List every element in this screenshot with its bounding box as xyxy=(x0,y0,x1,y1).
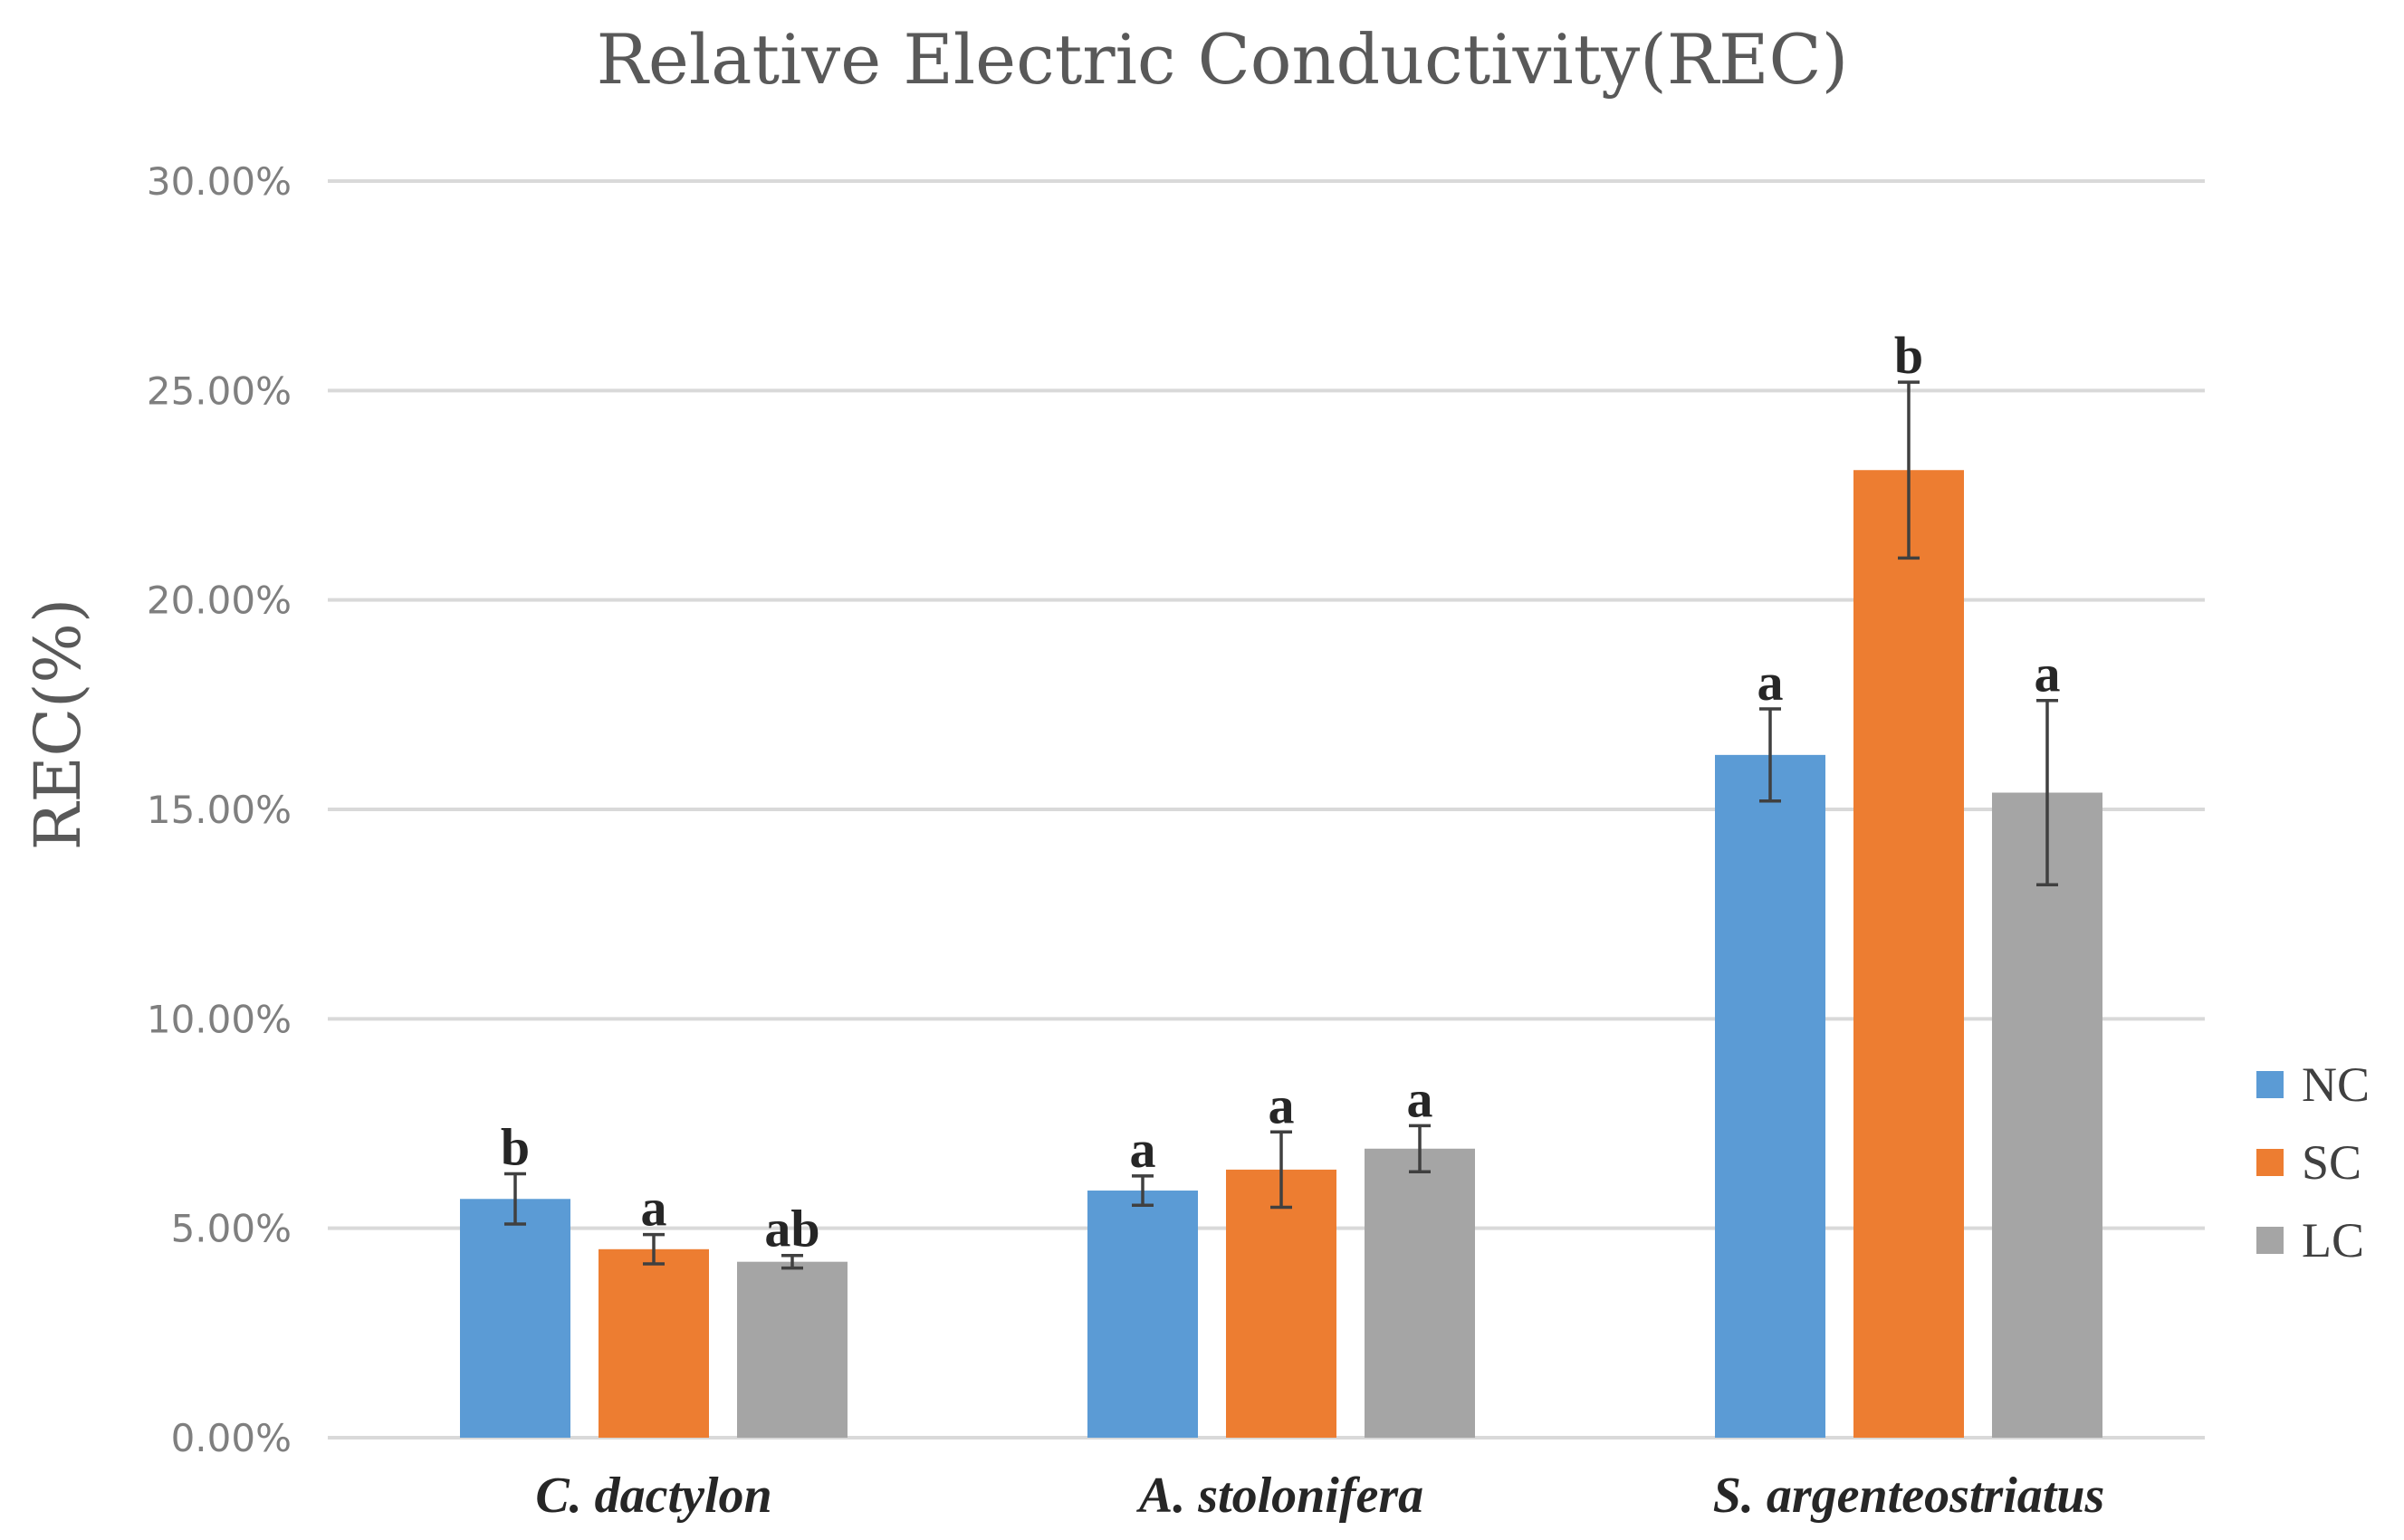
error-bar-lc-s-argenteostriatus xyxy=(2036,698,2058,887)
error-bar-nc-c-dactylon xyxy=(504,1172,526,1226)
sig-label-sc-s-argenteostriatus: b xyxy=(1894,326,1923,385)
bar-nc-c-dactylon xyxy=(460,1199,570,1438)
legend: NC SC LC xyxy=(2256,1057,2370,1267)
error-bar-nc-s-argenteostriatus xyxy=(1759,707,1781,803)
y-tick-label-6: 30.00% xyxy=(147,159,292,204)
sig-label-nc-s-argenteostriatus: a xyxy=(1758,653,1784,712)
bar-lc-s-argenteostriatus xyxy=(1992,792,2102,1438)
legend-label-lc: LC xyxy=(2302,1213,2364,1267)
error-bar-sc-a-stolonifera xyxy=(1270,1130,1292,1210)
error-bar-sc-c-dactylon xyxy=(643,1232,665,1266)
bar-nc-a-stolonifera xyxy=(1087,1191,1198,1438)
bars xyxy=(460,470,2102,1438)
error-bar-lc-a-stolonifera xyxy=(1409,1124,1431,1173)
error-bar-nc-a-stolonifera xyxy=(1132,1174,1154,1207)
sig-label-sc-a-stolonifera: a xyxy=(1269,1076,1295,1134)
error-bar-sc-s-argenteostriatus xyxy=(1898,380,1920,560)
y-tick-label-4: 20.00% xyxy=(147,579,292,623)
sig-label-lc-a-stolonifera: a xyxy=(1407,1069,1433,1128)
sig-label-nc-a-stolonifera: a xyxy=(1130,1120,1156,1179)
bar-sc-a-stolonifera xyxy=(1226,1169,1336,1438)
bar-nc-s-argenteostriatus xyxy=(1715,754,1825,1438)
legend-swatch-sc xyxy=(2256,1149,2284,1176)
legend-swatch-lc xyxy=(2256,1227,2284,1254)
y-tick-label-5: 25.00% xyxy=(147,368,292,413)
y-axis-label: REC(%) xyxy=(21,598,95,851)
error-bar-lc-c-dactylon xyxy=(781,1253,803,1270)
chart-title: Relative Electric Conductivity(REC) xyxy=(597,19,1849,100)
x-tick-label-s-argenteostriatus: S. argenteostriatus xyxy=(1713,1468,2105,1524)
x-tick-label-c-dactylon: C. dactylon xyxy=(535,1468,771,1524)
sig-label-sc-c-dactylon: a xyxy=(641,1179,667,1238)
y-tick-label-1: 5.00% xyxy=(171,1207,292,1251)
bar-lc-a-stolonifera xyxy=(1365,1148,1475,1438)
y-tick-label-2: 10.00% xyxy=(147,997,292,1041)
legend-label-sc: SC xyxy=(2302,1135,2361,1190)
y-axis-ticks: 0.00% 5.00% 10.00% 15.00% 20.00% 25.00% 30.00% xyxy=(147,159,292,1460)
error-bars xyxy=(504,380,2058,1270)
x-tick-label-a-stolonifera: A. stolonifera xyxy=(1136,1468,1423,1524)
legend-label-nc: NC xyxy=(2302,1057,2370,1112)
bar-lc-c-dactylon xyxy=(737,1261,848,1438)
legend-swatch-nc xyxy=(2256,1071,2284,1098)
y-tick-label-0: 0.00% xyxy=(171,1416,292,1460)
y-tick-label-3: 15.00% xyxy=(147,788,292,832)
sig-label-lc-s-argenteostriatus: a xyxy=(2035,645,2061,703)
sig-label-lc-c-dactylon: ab xyxy=(764,1200,819,1258)
bar-sc-c-dactylon xyxy=(599,1248,709,1438)
x-axis-ticks: C. dactylon A. stolonifera S. argenteostri… xyxy=(535,1468,2104,1524)
sig-label-nc-c-dactylon: b xyxy=(501,1118,530,1177)
gridlines xyxy=(328,179,2205,1440)
bar-sc-s-argenteostriatus xyxy=(1853,470,1964,1438)
